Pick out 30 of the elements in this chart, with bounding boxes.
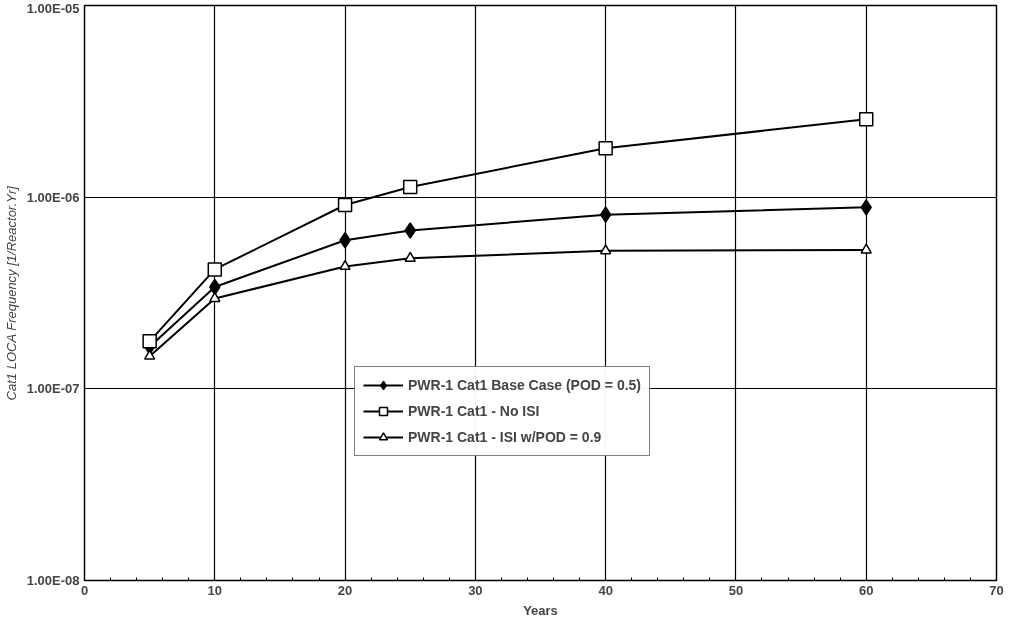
x-tick-label: 30 xyxy=(468,582,483,598)
legend-label: PWR-1 Cat1 Base Case (POD = 0.5) xyxy=(408,377,642,393)
point xyxy=(142,334,157,349)
x-tick-label: 70 xyxy=(989,582,1004,598)
x-tick-label: 40 xyxy=(598,582,613,598)
legend-label: PWR-1 Cat1 - No ISI xyxy=(408,403,540,419)
y-tick-label: 1.00E-08 xyxy=(26,573,80,588)
point xyxy=(339,259,351,271)
y-axis-title: Cat1 LOCA Frequency [1/Reactor.Yr] xyxy=(3,185,19,401)
point xyxy=(207,262,223,277)
y-tick-label: 1.00E-06 xyxy=(26,189,80,205)
x-tick-label: 60 xyxy=(858,582,874,598)
x-axis-title: Years xyxy=(523,602,558,618)
point xyxy=(402,179,418,195)
point xyxy=(404,251,416,262)
point xyxy=(598,140,613,156)
x-tick-label: 20 xyxy=(337,582,353,598)
x-tick-label: 0 xyxy=(80,582,89,598)
point xyxy=(860,199,872,216)
point xyxy=(860,243,872,254)
point xyxy=(599,244,612,255)
y-tick-label: 1.00E-05 xyxy=(26,0,80,16)
y-tick-label: 1.00E-07 xyxy=(26,381,80,397)
point xyxy=(337,197,353,213)
x-tick-label: 10 xyxy=(207,582,223,598)
point xyxy=(858,112,874,127)
point xyxy=(404,222,416,239)
point xyxy=(599,206,612,223)
legend-label: PWR-1 Cat1 - ISI w/POD = 0.9 xyxy=(408,429,602,445)
x-tick-label: 50 xyxy=(728,582,744,598)
